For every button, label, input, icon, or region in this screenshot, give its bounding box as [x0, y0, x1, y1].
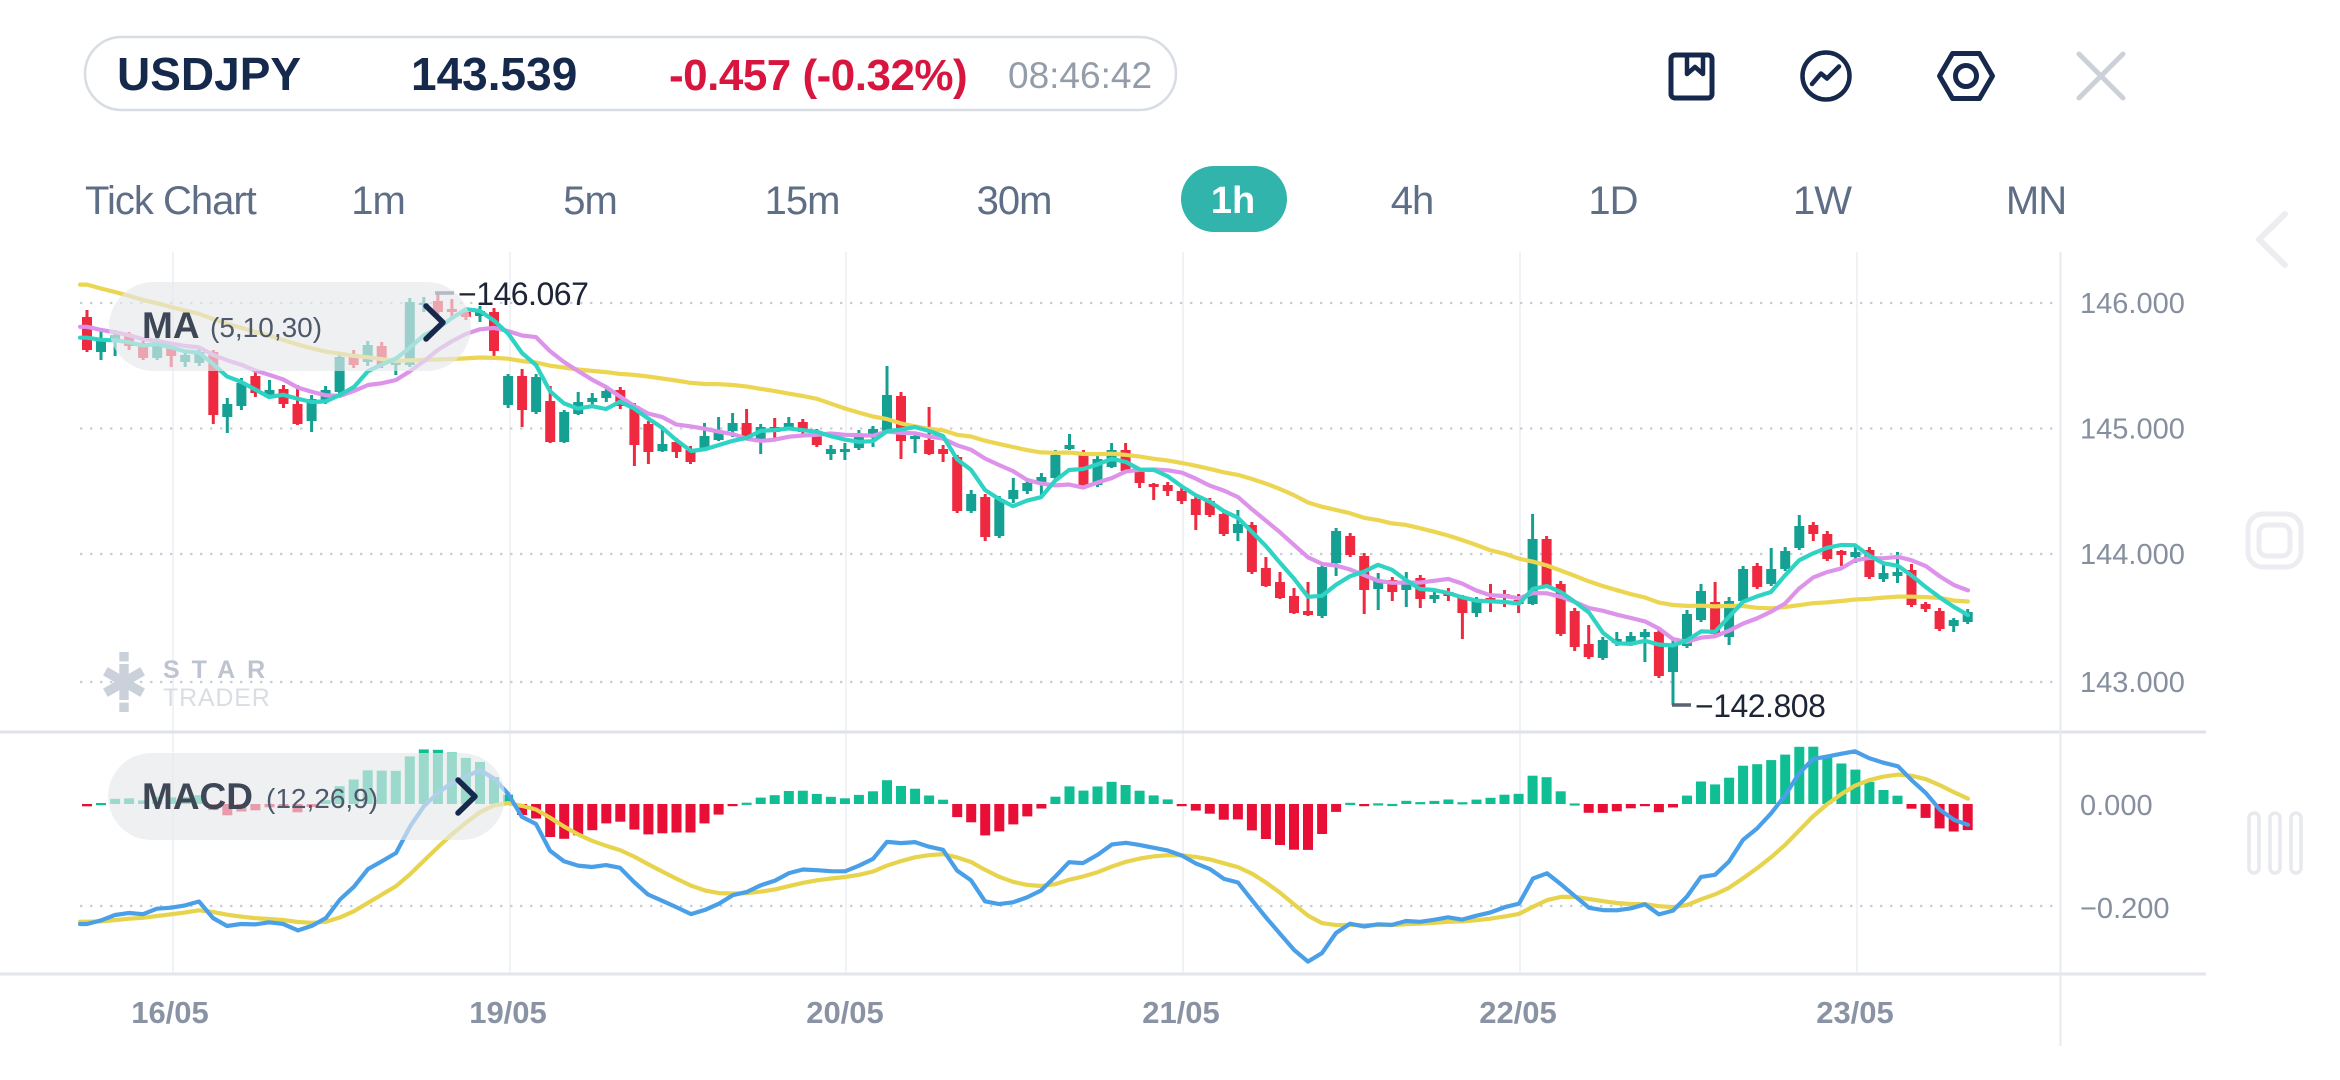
svg-text:143.539: 143.539	[411, 48, 577, 100]
svg-text:1W: 1W	[1793, 179, 1852, 223]
svg-text:−142.808: −142.808	[1695, 688, 1825, 724]
svg-text:4h: 4h	[1391, 179, 1434, 223]
svg-text:1D: 1D	[1588, 179, 1637, 223]
svg-text:STAR: STAR	[163, 656, 277, 684]
svg-text:TRADER: TRADER	[163, 684, 271, 712]
svg-text:MACD: MACD	[142, 776, 253, 817]
svg-text:-0.457 (-0.32%): -0.457 (-0.32%)	[669, 51, 967, 100]
svg-text:144.000: 144.000	[2080, 539, 2185, 571]
svg-text:16/05: 16/05	[131, 995, 209, 1030]
svg-text:19/05: 19/05	[469, 995, 547, 1030]
svg-text:(12,26,9): (12,26,9)	[266, 783, 378, 814]
svg-text:MA: MA	[142, 305, 200, 346]
svg-text:−146.067: −146.067	[458, 276, 588, 312]
svg-text:146.000: 146.000	[2080, 288, 2185, 320]
svg-text:MN: MN	[2006, 179, 2066, 223]
svg-text:21/05: 21/05	[1142, 995, 1220, 1030]
svg-text:23/05: 23/05	[1816, 995, 1894, 1030]
svg-text:USDJPY: USDJPY	[117, 48, 301, 100]
svg-text:1m: 1m	[351, 179, 405, 223]
svg-text:Tick Chart: Tick Chart	[85, 179, 257, 223]
svg-text:145.000: 145.000	[2080, 414, 2185, 446]
svg-text:20/05: 20/05	[806, 995, 884, 1030]
svg-text:−0.200: −0.200	[2080, 893, 2170, 925]
svg-text:22/05: 22/05	[1479, 995, 1557, 1030]
svg-text:5m: 5m	[563, 179, 617, 223]
svg-text:(5,10,30): (5,10,30)	[210, 312, 322, 343]
svg-text:143.000: 143.000	[2080, 667, 2185, 699]
svg-text:15m: 15m	[765, 179, 840, 223]
svg-text:1h: 1h	[1211, 180, 1255, 222]
svg-text:0.000: 0.000	[2080, 790, 2153, 822]
svg-text:30m: 30m	[977, 179, 1052, 223]
svg-text:08:46:42: 08:46:42	[1008, 55, 1152, 96]
